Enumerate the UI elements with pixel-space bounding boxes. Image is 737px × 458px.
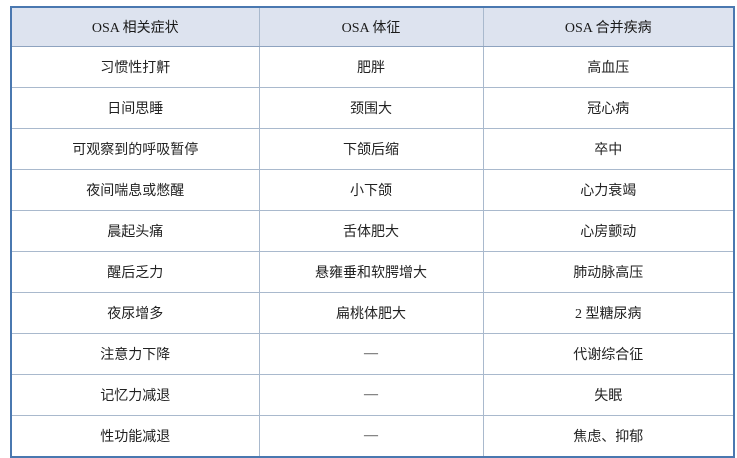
table-row: 习惯性打鼾 肥胖 高血压 (10, 46, 735, 88)
comorbidity-cell: 心房颤动 (482, 210, 735, 252)
table-row: 醒后乏力 悬雍垂和软腭增大 肺动脉高压 (10, 251, 735, 293)
table-row: 性功能减退 — 焦虑、抑郁 (10, 415, 735, 458)
table-row: 注意力下降 — 代谢综合征 (10, 333, 735, 375)
header-symptoms: OSA 相关症状 (10, 6, 260, 47)
symptom-cell: 性功能减退 (10, 415, 260, 458)
symptom-cell: 可观察到的呼吸暂停 (10, 128, 260, 170)
symptom-cell: 记忆力减退 (10, 374, 260, 416)
table-row: 可观察到的呼吸暂停 下颌后缩 卒中 (10, 128, 735, 170)
symptom-cell: 日间思睡 (10, 87, 260, 129)
sign-cell: — (258, 333, 484, 375)
symptom-cell: 夜尿增多 (10, 292, 260, 334)
sign-cell: — (258, 374, 484, 416)
symptom-cell: 夜间喘息或憋醒 (10, 169, 260, 211)
comorbidity-cell: 心力衰竭 (482, 169, 735, 211)
table-row: 晨起头痛 舌体肥大 心房颤动 (10, 210, 735, 252)
comorbidity-cell: 卒中 (482, 128, 735, 170)
sign-cell: 舌体肥大 (258, 210, 484, 252)
sign-cell: 小下颌 (258, 169, 484, 211)
comorbidity-cell: 2 型糖尿病 (482, 292, 735, 334)
comorbidity-cell: 焦虑、抑郁 (482, 415, 735, 458)
symptom-cell: 注意力下降 (10, 333, 260, 375)
comorbidity-cell: 冠心病 (482, 87, 735, 129)
comorbidity-cell: 肺动脉高压 (482, 251, 735, 293)
sign-cell: — (258, 415, 484, 458)
table-row: 记忆力减退 — 失眠 (10, 374, 735, 416)
sign-cell: 下颌后缩 (258, 128, 484, 170)
sign-cell: 肥胖 (258, 46, 484, 88)
comorbidity-cell: 失眠 (482, 374, 735, 416)
table-row: 日间思睡 颈围大 冠心病 (10, 87, 735, 129)
sign-cell: 悬雍垂和软腭增大 (258, 251, 484, 293)
symptom-cell: 晨起头痛 (10, 210, 260, 252)
table-row: 夜间喘息或憋醒 小下颌 心力衰竭 (10, 169, 735, 211)
sign-cell: 扁桃体肥大 (258, 292, 484, 334)
osa-table: OSA 相关症状 OSA 体征 OSA 合并疾病 习惯性打鼾 肥胖 高血压 日间思睡颈… (10, 6, 735, 458)
symptom-cell: 习惯性打鼾 (10, 46, 260, 88)
table-row: 夜尿增多 扁桃体肥大 2 型糖尿病 (10, 292, 735, 334)
comorbidity-cell: 高血压 (482, 46, 735, 88)
symptom-cell: 醒后乏力 (10, 251, 260, 293)
sign-cell: 颈围大 (258, 87, 484, 129)
header-comorbidities: OSA 合并疾病 (482, 6, 735, 47)
header-signs: OSA 体征 (258, 6, 484, 47)
comorbidity-cell: 代谢综合征 (482, 333, 735, 375)
header-row: OSA 相关症状 OSA 体征 OSA 合并疾病 (10, 6, 735, 47)
